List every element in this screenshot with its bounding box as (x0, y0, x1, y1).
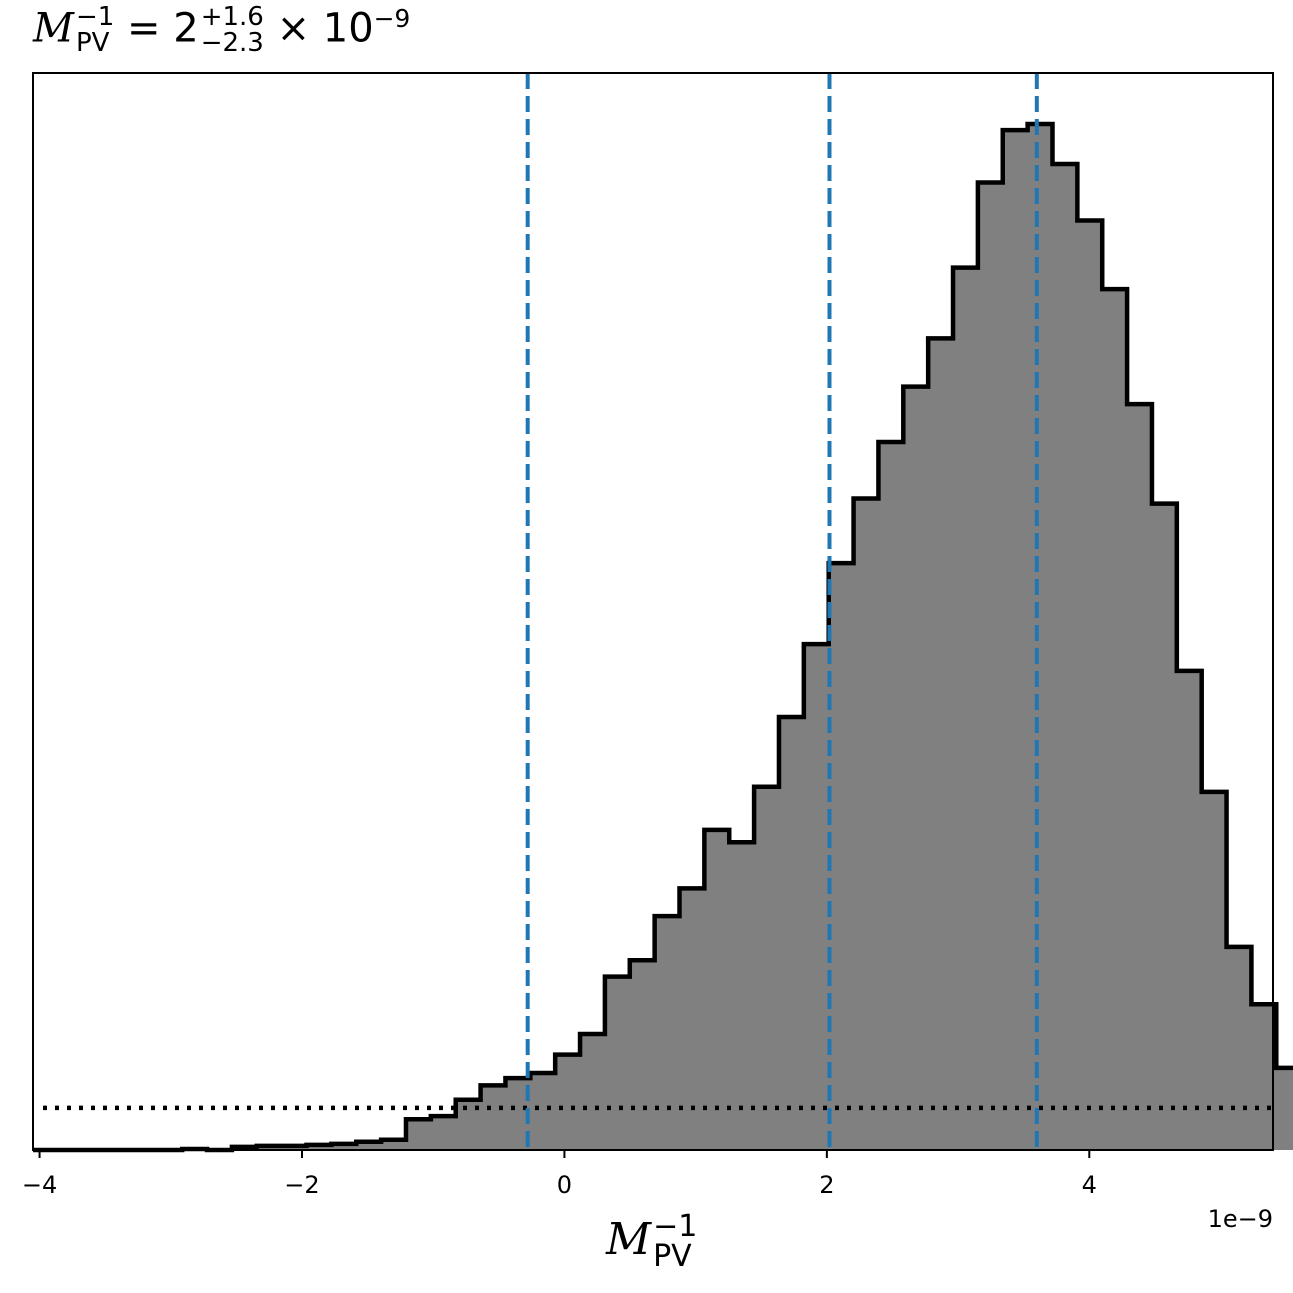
histogram-bin (803, 644, 830, 1150)
histogram-bin (604, 976, 631, 1150)
histogram-outline (33, 121, 1293, 1153)
histogram-bin (928, 338, 954, 1151)
histogram-bin (704, 829, 730, 1150)
histogram-bin (430, 1116, 457, 1150)
x-axis-offset: 1e−9 (1207, 1205, 1273, 1233)
histogram-bin (729, 842, 755, 1150)
histogram-bin (679, 888, 705, 1150)
plot-frame (32, 72, 1274, 1151)
title-minus-error: −2.3 (200, 28, 264, 59)
histogram-bin (654, 916, 681, 1150)
histogram-bin (1276, 1067, 1293, 1150)
x-axis-symbol: M (606, 1214, 652, 1265)
histogram-bin (530, 1073, 556, 1150)
histogram-bin (778, 717, 805, 1150)
histogram-bin (828, 563, 855, 1150)
title-symbol: M (33, 5, 74, 52)
x-tick-label: −2 (284, 1171, 319, 1199)
histogram-bin (356, 1141, 382, 1150)
histogram-bin (555, 1054, 581, 1150)
x-tick-label: 2 (819, 1171, 834, 1199)
plot-title: M −1 PV = 2 +1.6 −2.3 × 10−9 (33, 4, 410, 56)
x-tick-label: 4 (1082, 1171, 1097, 1199)
histogram-bin (306, 1144, 332, 1150)
histogram-bin (480, 1085, 506, 1150)
histogram-bin (405, 1119, 432, 1150)
title-symbol-sup: −1 (75, 2, 115, 33)
histogram-bin (629, 960, 656, 1150)
title-plus-error: +1.6 (200, 2, 264, 33)
histogram-bin (1201, 791, 1228, 1150)
histogram-bin (1027, 124, 1053, 1150)
x-tick-label: 0 (557, 1171, 572, 1199)
histogram-bin (977, 182, 1004, 1150)
histogram-bin (381, 1139, 407, 1150)
histogram-bin (878, 442, 904, 1150)
histogram-bin (580, 1034, 606, 1150)
histogram-bin (1052, 164, 1078, 1150)
histogram-bin (1176, 670, 1203, 1150)
title-base: 2 (173, 5, 199, 52)
x-axis-label: M −1 PV (606, 1212, 697, 1272)
x-axis-sup: −1 (653, 1209, 698, 1244)
x-axis-sub: PV (653, 1239, 692, 1274)
title-exponent: −9 (373, 4, 411, 33)
histogram-bin (1127, 404, 1153, 1150)
title-times: × 10 (276, 5, 374, 52)
histogram-bin (754, 786, 780, 1150)
histogram-bin (853, 498, 879, 1150)
histogram-bin (903, 386, 929, 1150)
histogram-bin (953, 267, 979, 1150)
histogram-bin (1226, 946, 1252, 1150)
title-equals: = (127, 5, 161, 52)
x-tick-label: −4 (22, 1171, 57, 1199)
histogram-bin (1102, 289, 1128, 1150)
histogram-bin (1077, 220, 1103, 1151)
histogram-bin (1002, 130, 1029, 1150)
title-symbol-sub: PV (75, 28, 110, 59)
histogram-bin (1151, 503, 1178, 1150)
histogram-bin (331, 1143, 357, 1150)
